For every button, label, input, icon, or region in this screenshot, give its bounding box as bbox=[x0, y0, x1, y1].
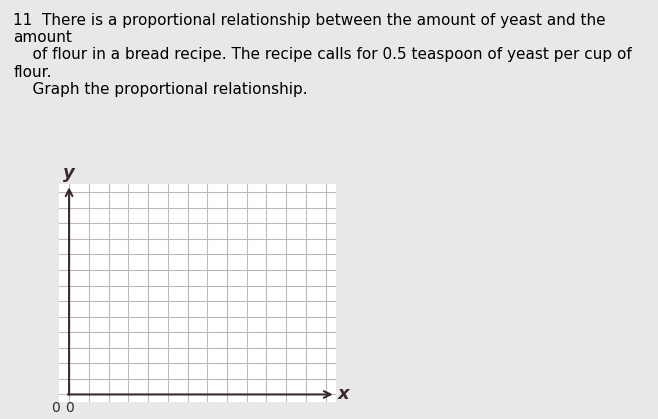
Text: 11  There is a proportional relationship between the amount of yeast and the amo: 11 There is a proportional relationship … bbox=[13, 13, 632, 97]
Text: x: x bbox=[338, 385, 349, 403]
Text: 0: 0 bbox=[64, 401, 74, 416]
Text: 0: 0 bbox=[51, 401, 61, 416]
Text: y: y bbox=[63, 164, 75, 182]
